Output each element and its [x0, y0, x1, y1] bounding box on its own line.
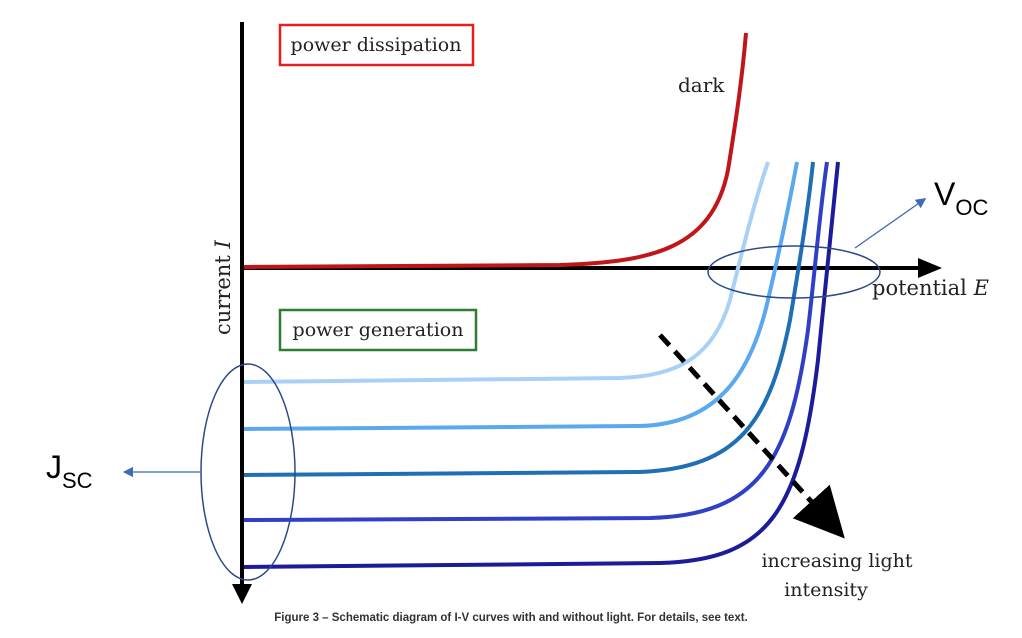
jsc-ellipse — [200, 363, 296, 581]
jsc-label: JSC — [46, 449, 93, 493]
power-generation-label: power generation — [293, 319, 464, 341]
figure-caption: Figure 3 – Schematic diagram of I-V curv… — [274, 612, 748, 624]
y-axis-arrowhead — [232, 584, 252, 604]
power-dissipation-box: power dissipation — [278, 23, 475, 67]
light-intensity-arrow — [658, 333, 845, 539]
dark-label: dark — [678, 73, 725, 97]
dark-curve — [243, 32, 748, 269]
illuminated-curve-5 — [243, 161, 840, 569]
illuminated-curve-4 — [243, 161, 829, 522]
illuminated-curve-3 — [243, 161, 815, 477]
illuminated-curve-2 — [243, 161, 799, 431]
voc-label: VOC — [934, 176, 988, 220]
x-axis-label: potential E — [872, 276, 989, 300]
x-axis-arrowhead — [918, 258, 942, 278]
light-intensity-label: increasing light intensity — [761, 550, 918, 601]
voc-ellipse — [707, 245, 881, 299]
illuminated-curve-1 — [243, 161, 770, 384]
y-axis-label: current I — [211, 240, 235, 335]
power-dissipation-label: power dissipation — [291, 34, 462, 56]
iv-curve-diagram: current I potential E power dissipation … — [46, 22, 989, 604]
power-generation-box: power generation — [278, 308, 478, 352]
voc-pointer — [854, 198, 927, 249]
